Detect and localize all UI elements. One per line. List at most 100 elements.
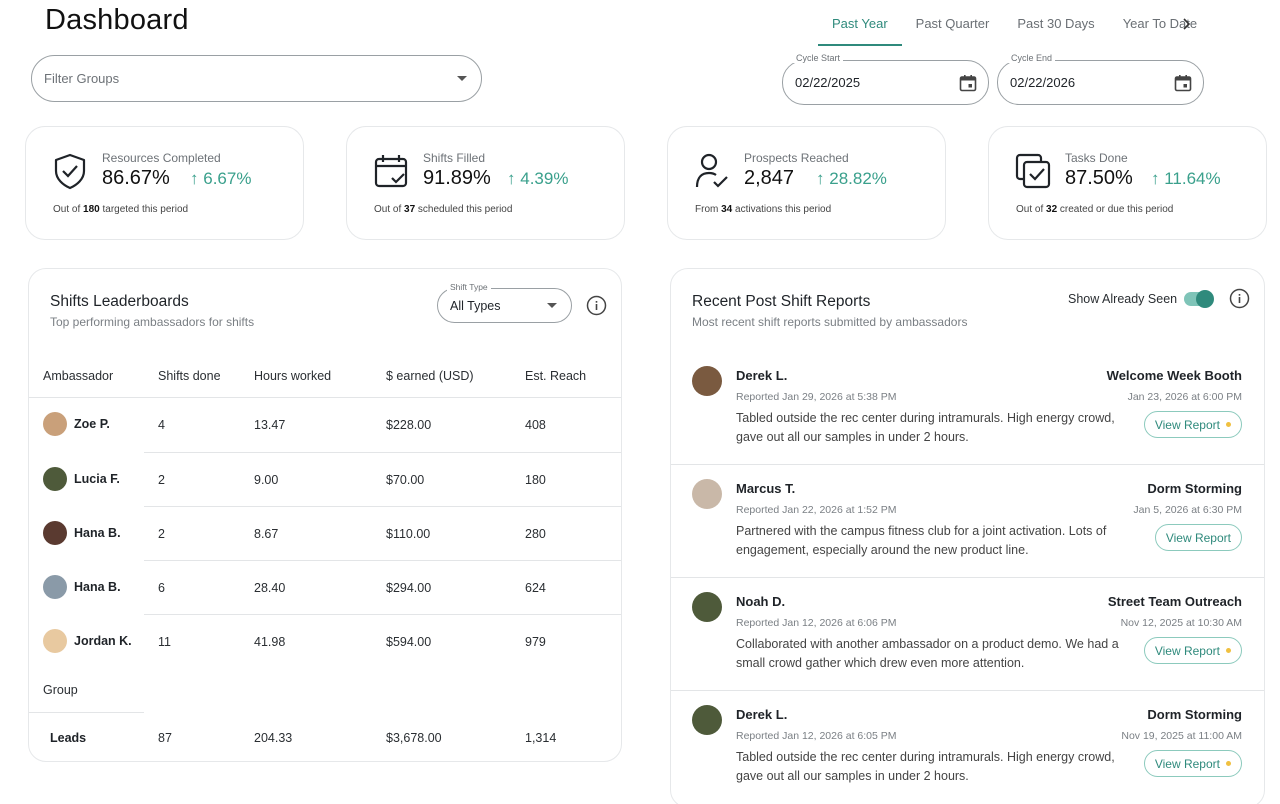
hours-cell: 28.40 (254, 581, 286, 595)
stat-change: ↑ 6.67% (190, 169, 251, 189)
table-row[interactable]: Jordan K. 11 41.98 $594.00 979 (29, 615, 621, 669)
tab-past-year[interactable]: Past Year (818, 0, 902, 46)
show-seen-toggle[interactable] (1184, 290, 1214, 308)
avatar (43, 575, 67, 599)
shift-type-value: All Types (450, 299, 501, 313)
earned-cell: $594.00 (386, 635, 432, 649)
report-text: Tabled outside the rec center during int… (736, 411, 1115, 444)
ambassador-cell: Jordan K. (43, 629, 132, 653)
col-earned[interactable]: $ earned (USD) (386, 369, 474, 383)
leaderboard-title: Shifts Leaderboards (50, 293, 189, 310)
report-event: Welcome Week Booth (1106, 368, 1242, 383)
table-row[interactable]: Hana B. 2 8.67 $110.00 280 (29, 507, 621, 561)
shifts-cell: 4 (158, 418, 165, 432)
stat-note-pre: Out of (1016, 204, 1047, 215)
earned-cell: $110.00 (386, 527, 431, 541)
view-report-button[interactable]: View Report (1143, 637, 1242, 664)
report-author: Marcus T. (736, 481, 796, 496)
col-hours-worked[interactable]: Hours worked (254, 369, 332, 383)
reach-cell: 408 (525, 418, 546, 432)
divider (144, 506, 621, 507)
shifts-leaderboard-panel: Shifts Leaderboards Top performing ambas… (28, 268, 622, 762)
report-event-date: Jan 23, 2026 at 6:00 PM (1127, 391, 1242, 403)
calendar-icon[interactable] (958, 73, 978, 93)
report-author: Noah D. (736, 594, 786, 609)
unseen-dot (1226, 422, 1231, 427)
stat-value: 86.67% (102, 167, 170, 189)
avatar (692, 592, 722, 622)
col-est-reach[interactable]: Est. Reach (525, 369, 587, 383)
table-row[interactable]: Hana B. 6 28.40 $294.00 624 (29, 561, 621, 615)
info-icon[interactable] (1229, 288, 1250, 309)
table-row[interactable]: Zoe P. 4 13.47 $228.00 408 (29, 398, 621, 452)
stat-note-pre: Out of (53, 204, 84, 215)
report-text: Collaborated with another ambassador on … (736, 637, 1119, 670)
stat-value: 2,847 (744, 167, 795, 189)
shift-type-select[interactable]: Shift Type All Types (437, 282, 572, 323)
divider (671, 464, 1264, 465)
divider (144, 614, 621, 615)
tab-past-30-days[interactable]: Past 30 Days (1017, 15, 1095, 31)
chevron-right-icon[interactable] (1176, 14, 1196, 34)
cycle-start-value[interactable]: 02/22/2025 (795, 75, 861, 90)
unseen-dot (1226, 648, 1231, 653)
calendar-icon[interactable] (1173, 73, 1193, 93)
arrow-up-icon: ↑ (190, 169, 199, 188)
arrow-up-icon: ↑ (507, 169, 516, 188)
cycle-end-value[interactable]: 02/22/2026 (1010, 75, 1076, 90)
view-report-button[interactable]: View Report (1154, 524, 1242, 551)
hours-cell: 13.47 (254, 418, 286, 432)
stat-note-post: targeted this period (99, 204, 189, 215)
stat-note-pre: From (695, 204, 722, 215)
view-report-button[interactable]: View Report (1143, 750, 1242, 777)
avatar (43, 521, 67, 545)
group-label: Group (43, 683, 78, 697)
cycle-start-field[interactable]: Cycle Start 02/22/2025 (782, 53, 989, 105)
divider (144, 560, 621, 561)
stat-change: ↑ 11.64% (1151, 169, 1221, 189)
stat-change: ↑ 4.39% (507, 169, 568, 189)
stat-note: Out of 32 created or due this period (1016, 204, 1173, 215)
caret-down-icon (457, 75, 467, 81)
divider (29, 397, 621, 398)
reach-cell: 280 (525, 527, 546, 541)
hours-cell: 41.98 (254, 635, 286, 649)
table-row[interactable]: Lucia F. 2 9.00 $70.00 180 (29, 453, 621, 507)
earned-cell: $228.00 (386, 418, 432, 432)
reach-cell: 624 (525, 581, 546, 595)
table-row-leads[interactable]: Leads 87 204.33 $3,678.00 1,314 (29, 713, 621, 761)
col-shifts-done[interactable]: Shifts done (158, 369, 221, 383)
ambassador-name: Hana B. (74, 580, 121, 594)
info-icon[interactable] (586, 295, 607, 316)
avatar (43, 467, 67, 491)
group-name: Leads (50, 731, 87, 745)
avatar (692, 366, 722, 396)
avatar (43, 629, 67, 653)
view-report-button[interactable]: View Report (1143, 411, 1242, 438)
cycle-end-label: Cycle End (1008, 53, 1056, 63)
report-timestamp: Reported Jan 29, 2026 at 5:38 PM (736, 391, 897, 403)
stat-note: Out of 180 targeted this period (53, 204, 188, 215)
tab-year-to-date[interactable]: Year To Date (1122, 15, 1198, 31)
shift-type-label: Shift Type (447, 282, 491, 292)
view-report-label: View Report (1154, 643, 1220, 658)
stat-change-value: 6.67% (203, 169, 252, 188)
stat-label: Tasks Done (1065, 151, 1128, 165)
tab-past-quarter[interactable]: Past Quarter (915, 15, 990, 31)
report-item: Marcus T. Reported Jan 22, 2026 at 1:52 … (671, 461, 1264, 574)
divider (671, 577, 1264, 578)
ambassador-cell: Hana B. (43, 521, 121, 545)
col-ambassador[interactable]: Ambassador (43, 369, 114, 383)
stat-note-num: 37 (404, 204, 416, 215)
filter-groups-select[interactable]: Filter Groups (31, 55, 482, 102)
ambassador-cell: Lucia F. (43, 467, 120, 491)
cycle-end-field[interactable]: Cycle End 02/22/2026 (997, 53, 1204, 105)
stat-change: ↑ 28.82% (816, 169, 887, 189)
stat-label: Prospects Reached (744, 151, 849, 165)
caret-down-icon (547, 302, 557, 308)
report-event-date: Nov 19, 2025 at 11:00 AM (1121, 730, 1242, 742)
earned-cell: $3,678.00 (386, 731, 442, 745)
filter-groups-placeholder: Filter Groups (44, 71, 120, 86)
avatar (43, 412, 67, 436)
period-tabs: Past Year Past Quarter Past 30 Days Year… (818, 0, 1198, 46)
